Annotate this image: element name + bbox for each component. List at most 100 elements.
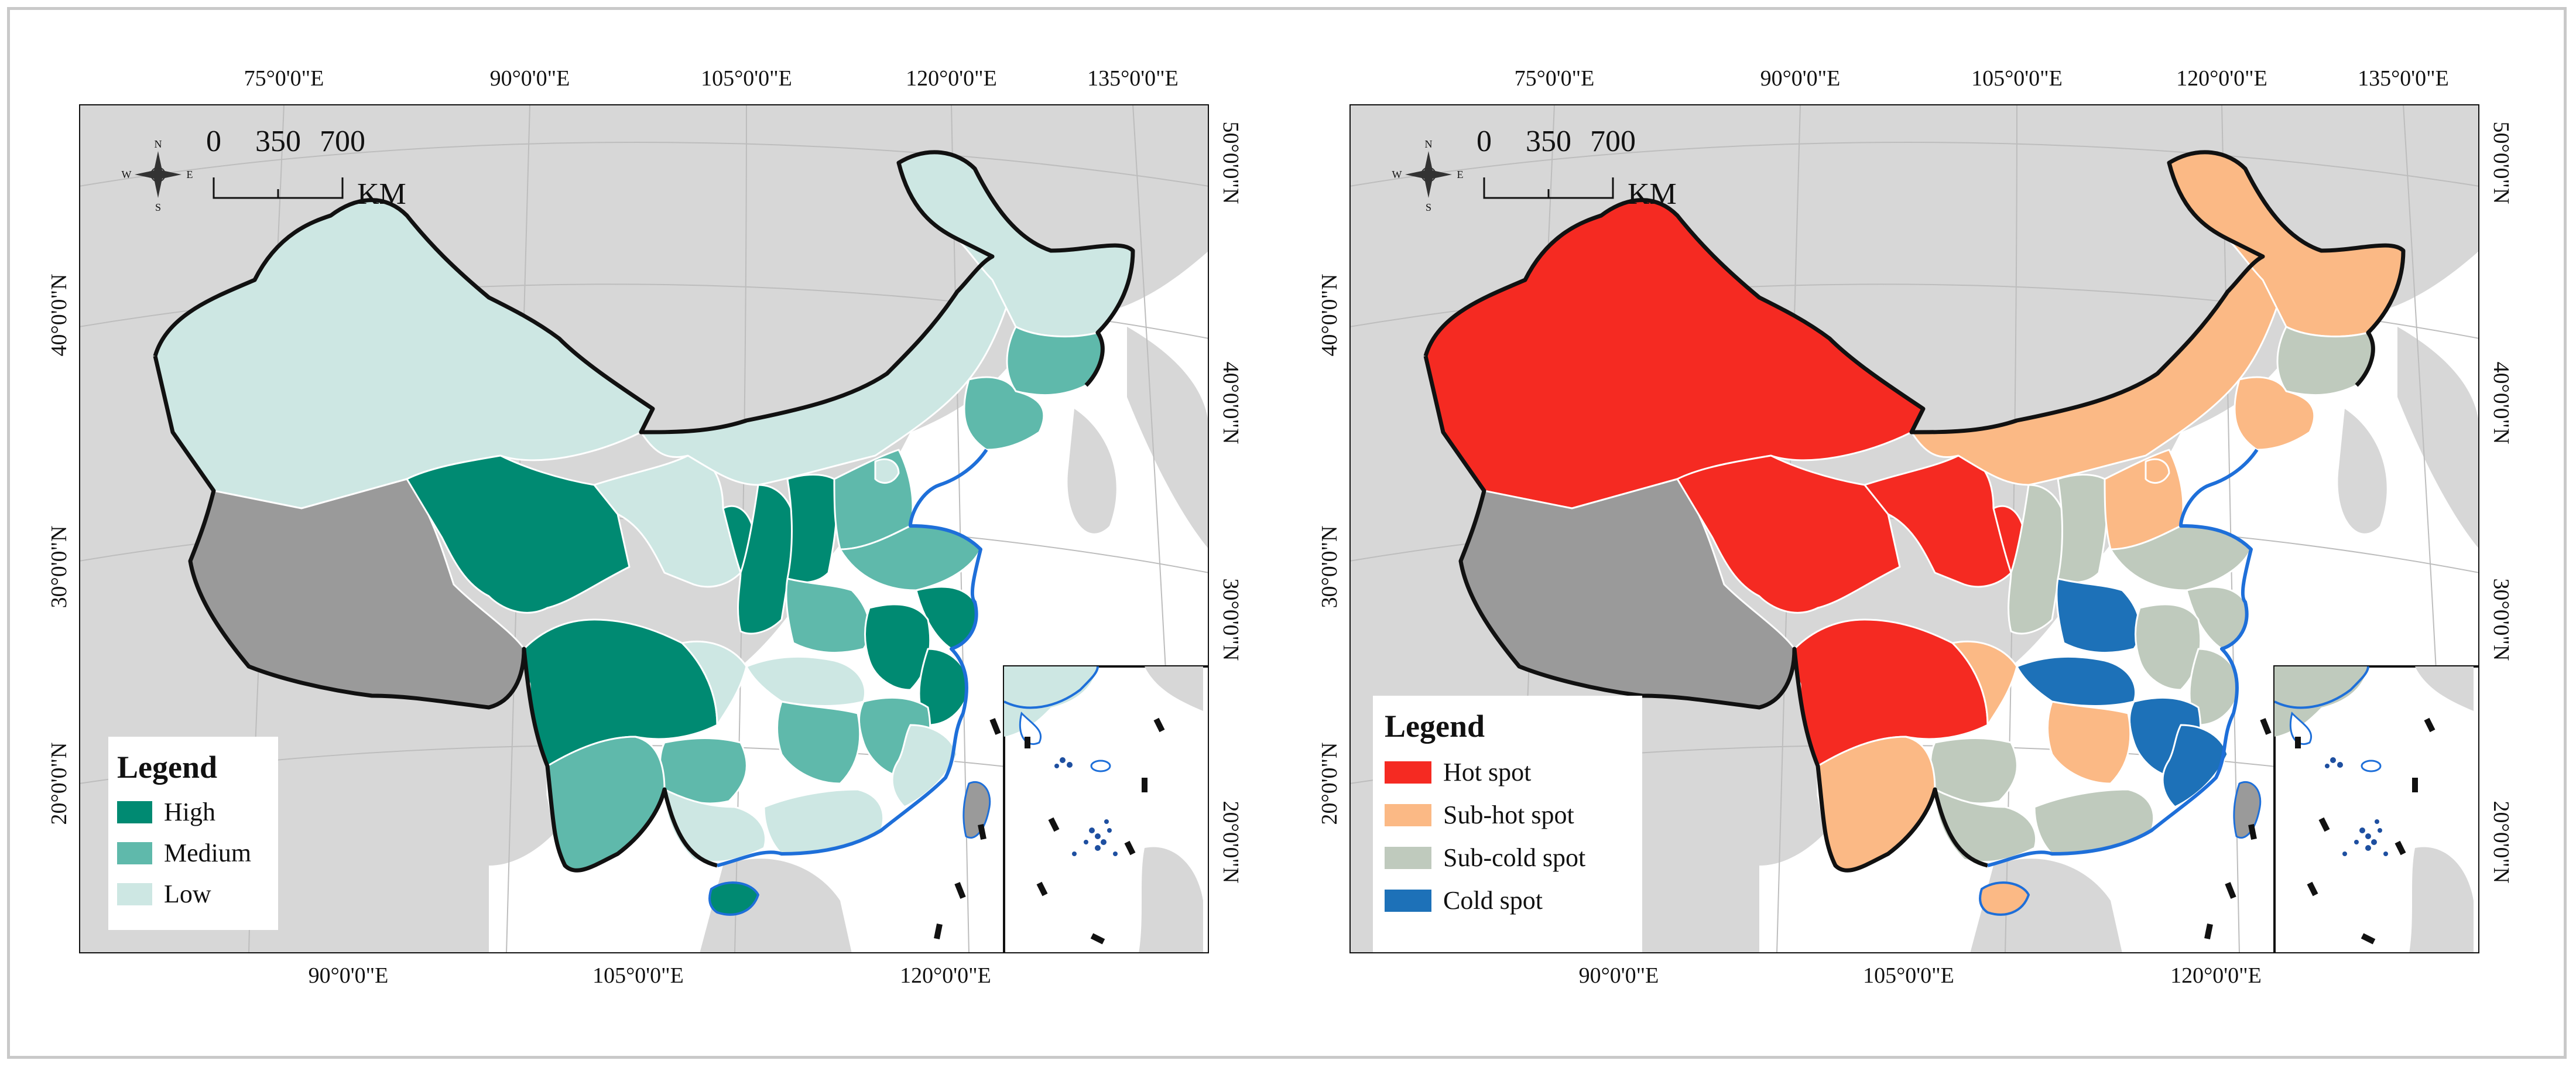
legend-swatch	[1385, 804, 1431, 826]
region-liaoning	[963, 376, 1045, 451]
compass-e: E	[1457, 169, 1464, 180]
legend-label: Hot spot	[1443, 758, 1531, 786]
bottom-tick-label: 105°0'0"E	[592, 963, 684, 988]
province-regions	[1424, 151, 2404, 916]
top-tick-label: 90°0'0"E	[1760, 66, 1841, 91]
legend-label: Medium	[164, 839, 251, 867]
right-tick-labels: 50°0'0"N 40°0'0"N 30°0'0"N 20°0'0"N	[2489, 122, 2513, 884]
legend-item: Medium	[117, 839, 251, 867]
compass-s: S	[1426, 201, 1431, 213]
legend-item: Sub-cold spot	[1385, 843, 1585, 872]
scale-bar: 0 350 700 KM	[206, 125, 406, 211]
neighbor-land	[1067, 409, 1116, 534]
compass-rose: N S E W	[1392, 138, 1464, 213]
region-fujian	[2161, 724, 2229, 808]
map-left: 75°0'0"E 90°0'0"E 105°0'0"E 120°0'0"E 13…	[47, 66, 1243, 988]
top-tick-labels: 75°0'0"E 90°0'0"E 105°0'0"E 120°0'0"E 13…	[244, 66, 1179, 91]
region-hunan	[2047, 700, 2132, 785]
top-tick-label: 120°0'0"E	[906, 66, 997, 91]
right-tick-label: 50°0'0"N	[1218, 122, 1243, 204]
compass-w: W	[122, 169, 132, 180]
legend-item: Cold spot	[1385, 886, 1543, 915]
top-tick-label: 105°0'0"E	[701, 66, 792, 91]
legend-label: Cold spot	[1443, 886, 1543, 915]
region-fujian	[891, 724, 958, 808]
scale-label-350: 350	[1526, 125, 1571, 158]
figure-frame	[7, 7, 2567, 1059]
legend-item: High	[117, 798, 215, 826]
south-china-sea-inset	[2273, 665, 2479, 953]
region-hainan	[1979, 881, 2030, 916]
legend-label: Low	[164, 880, 211, 908]
region-guangxi	[1934, 788, 2037, 863]
legend-swatch	[117, 883, 152, 905]
coastline	[717, 449, 988, 867]
right-tick-label: 40°0'0"N	[2489, 362, 2513, 444]
left-tick-label: 40°0'0"N	[1317, 274, 1342, 357]
region-zhejiang	[2188, 648, 2241, 726]
legend-title: Legend	[1385, 709, 1485, 744]
scale-label-0: 0	[1477, 125, 1492, 158]
bottom-tick-labels: 90°0'0"E 105°0'0"E 120°0'0"E	[309, 963, 991, 988]
compass-e: E	[187, 169, 193, 180]
left-tick-labels: 40°0'0"N 30°0'0"N 20°0'0"N	[1317, 274, 1342, 825]
legend-item: Low	[117, 880, 211, 908]
compass-n: N	[155, 138, 162, 150]
legend-item: Sub-hot spot	[1385, 801, 1574, 829]
region-hunan	[776, 700, 861, 785]
top-tick-label: 135°0'0"E	[1087, 66, 1179, 91]
scale-unit: KM	[357, 177, 406, 211]
south-china-sea-inset	[1003, 665, 1209, 953]
legend-label: Sub-hot spot	[1443, 801, 1574, 829]
left-tick-label: 20°0'0"N	[47, 743, 71, 825]
scale-label-700: 700	[1590, 125, 1636, 158]
nine-dash-line	[2204, 718, 2272, 939]
national-boundary	[1423, 355, 1988, 873]
right-tick-label: 40°0'0"N	[1218, 362, 1243, 444]
top-tick-label: 75°0'0"E	[244, 66, 324, 91]
scale-bar: 0 350 700 KM	[1477, 125, 1677, 211]
national-boundary	[153, 150, 1135, 435]
right-tick-label: 30°0'0"N	[1218, 579, 1243, 661]
legend-swatch	[1385, 847, 1431, 869]
region-hainan	[708, 881, 759, 916]
coastline	[1987, 449, 2259, 867]
scale-label-0: 0	[206, 125, 221, 158]
region-guangxi	[663, 788, 767, 863]
region-henan	[785, 577, 871, 654]
left-tick-label: 30°0'0"N	[1317, 526, 1342, 608]
bottom-tick-labels: 90°0'0"E 105°0'0"E 120°0'0"E	[1579, 963, 2262, 988]
bottom-tick-label: 90°0'0"E	[1579, 963, 1659, 988]
region-qinghai	[1676, 454, 1901, 614]
region-qinghai	[406, 454, 631, 614]
bottom-tick-label: 120°0'0"E	[2170, 963, 2262, 988]
region-anhui	[864, 603, 931, 691]
left-tick-label: 20°0'0"N	[1317, 743, 1342, 825]
national-boundary	[1423, 150, 2406, 435]
region-beijing-tianjin	[2145, 458, 2170, 484]
legend-title: Legend	[117, 750, 217, 785]
top-tick-label: 105°0'0"E	[1971, 66, 2063, 91]
neighbor-land	[2338, 409, 2387, 534]
top-tick-label: 120°0'0"E	[2176, 66, 2267, 91]
neighbor-land	[2397, 327, 2479, 549]
left-tick-label: 30°0'0"N	[47, 526, 71, 608]
legend: Legend Hot spot Sub-hot spot Sub-cold sp…	[1373, 696, 1642, 953]
region-beijing-tianjin	[874, 458, 900, 484]
compass-s: S	[155, 201, 161, 213]
scale-label-700: 700	[320, 125, 365, 158]
region-henan	[2056, 577, 2141, 654]
right-tick-label: 30°0'0"N	[2489, 579, 2513, 661]
province-regions	[154, 151, 1134, 916]
right-tick-labels: 50°0'0"N 40°0'0"N 30°0'0"N 20°0'0"N	[1218, 122, 1243, 884]
top-tick-label: 75°0'0"E	[1515, 66, 1595, 91]
region-zhejiang	[918, 648, 970, 726]
region-chongqing	[681, 640, 748, 726]
compass-n: N	[1425, 138, 1433, 150]
legend-label: Sub-cold spot	[1443, 843, 1585, 872]
region-shanxi	[786, 474, 838, 584]
national-boundary	[153, 355, 718, 873]
top-tick-labels: 75°0'0"E 90°0'0"E 105°0'0"E 120°0'0"E 13…	[1515, 66, 2449, 91]
top-tick-label: 90°0'0"E	[490, 66, 570, 91]
